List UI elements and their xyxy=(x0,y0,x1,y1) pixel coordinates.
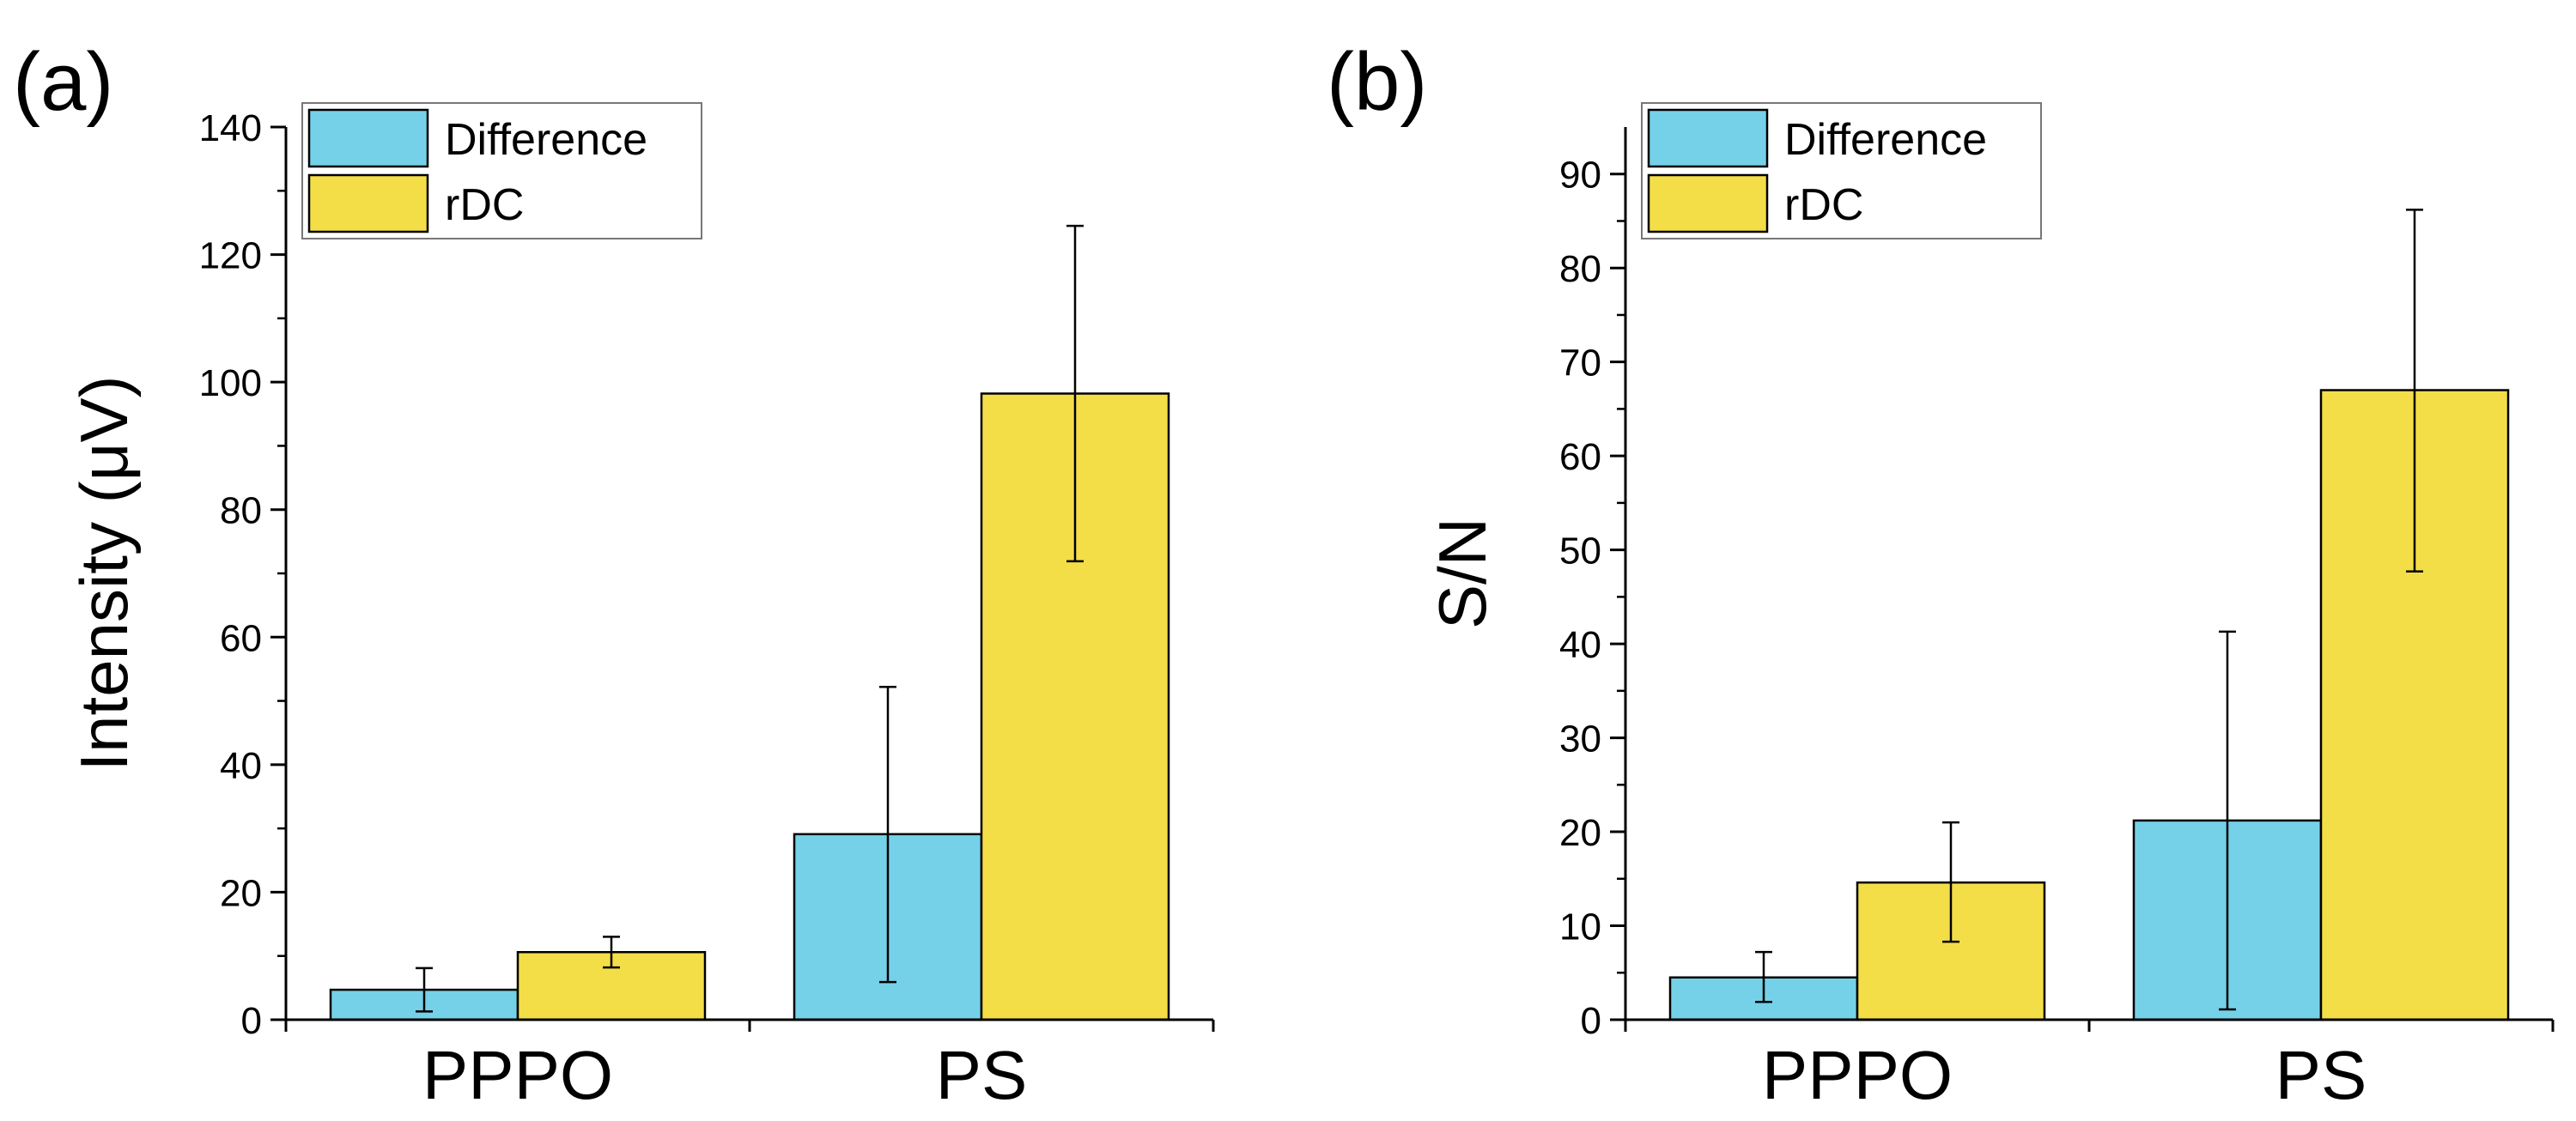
series-rdc xyxy=(516,224,1170,1021)
y-tick-label: 50 xyxy=(1559,530,1601,573)
y-tick-label: 0 xyxy=(1581,1000,1601,1042)
y-tick-label: 80 xyxy=(1559,248,1601,290)
y-tick-label: 40 xyxy=(1559,624,1601,666)
y-tick-label: 60 xyxy=(1559,436,1601,478)
legend-label: rDC xyxy=(1784,180,1863,230)
legend-swatch-rdc xyxy=(307,173,429,233)
y-tick-label: 80 xyxy=(220,490,262,532)
y-tick-label: 70 xyxy=(1559,342,1601,385)
series-rdc xyxy=(1856,209,2510,1021)
y-tick-label: 40 xyxy=(220,745,262,787)
x-category-label: PS xyxy=(2275,1037,2367,1113)
y-tick-label: 120 xyxy=(199,235,262,277)
panel-label: (a) xyxy=(13,36,113,128)
legend-label: Difference xyxy=(1784,115,1987,165)
chart-panel-1: (a) Intensity (μV) 0 20 40 60 80 100 120 140 PPPO P… xyxy=(13,36,1215,1113)
y-tick-label: 90 xyxy=(1559,155,1601,197)
series-difference xyxy=(329,685,983,1021)
legend-label: Difference xyxy=(445,115,647,165)
y-tick-label: 60 xyxy=(220,617,262,659)
legend-swatch-difference xyxy=(1647,108,1769,168)
y-axis-title: S/N xyxy=(1425,518,1500,629)
x-category-label: PPPO xyxy=(422,1037,613,1113)
y-tick-label: 100 xyxy=(199,362,262,404)
panel-label: (b) xyxy=(1327,36,1427,128)
legend-swatch-difference xyxy=(307,108,429,168)
y-tick-label: 20 xyxy=(220,872,262,914)
y-axis-title: Intensity (μV) xyxy=(66,375,142,771)
legend-label: rDC xyxy=(445,180,524,230)
legend-swatch-rdc xyxy=(1647,173,1769,233)
chart-panel-2: (b) S/N 0 10 20 30 40 50 60 70 80 90 PPPO PS Differenc… xyxy=(1327,36,2555,1113)
x-category-label: PPPO xyxy=(1762,1037,1953,1113)
y-tick-label: 10 xyxy=(1559,906,1601,948)
legend: Difference rDC xyxy=(1641,102,2042,239)
legend: Difference rDC xyxy=(301,102,702,239)
x-category-label: PS xyxy=(936,1037,1028,1113)
series-difference xyxy=(1668,630,2323,1021)
y-tick-label: 20 xyxy=(1559,812,1601,854)
y-tick-label: 0 xyxy=(241,1000,262,1042)
y-tick-label: 140 xyxy=(199,107,262,149)
y-tick-label: 30 xyxy=(1559,718,1601,760)
